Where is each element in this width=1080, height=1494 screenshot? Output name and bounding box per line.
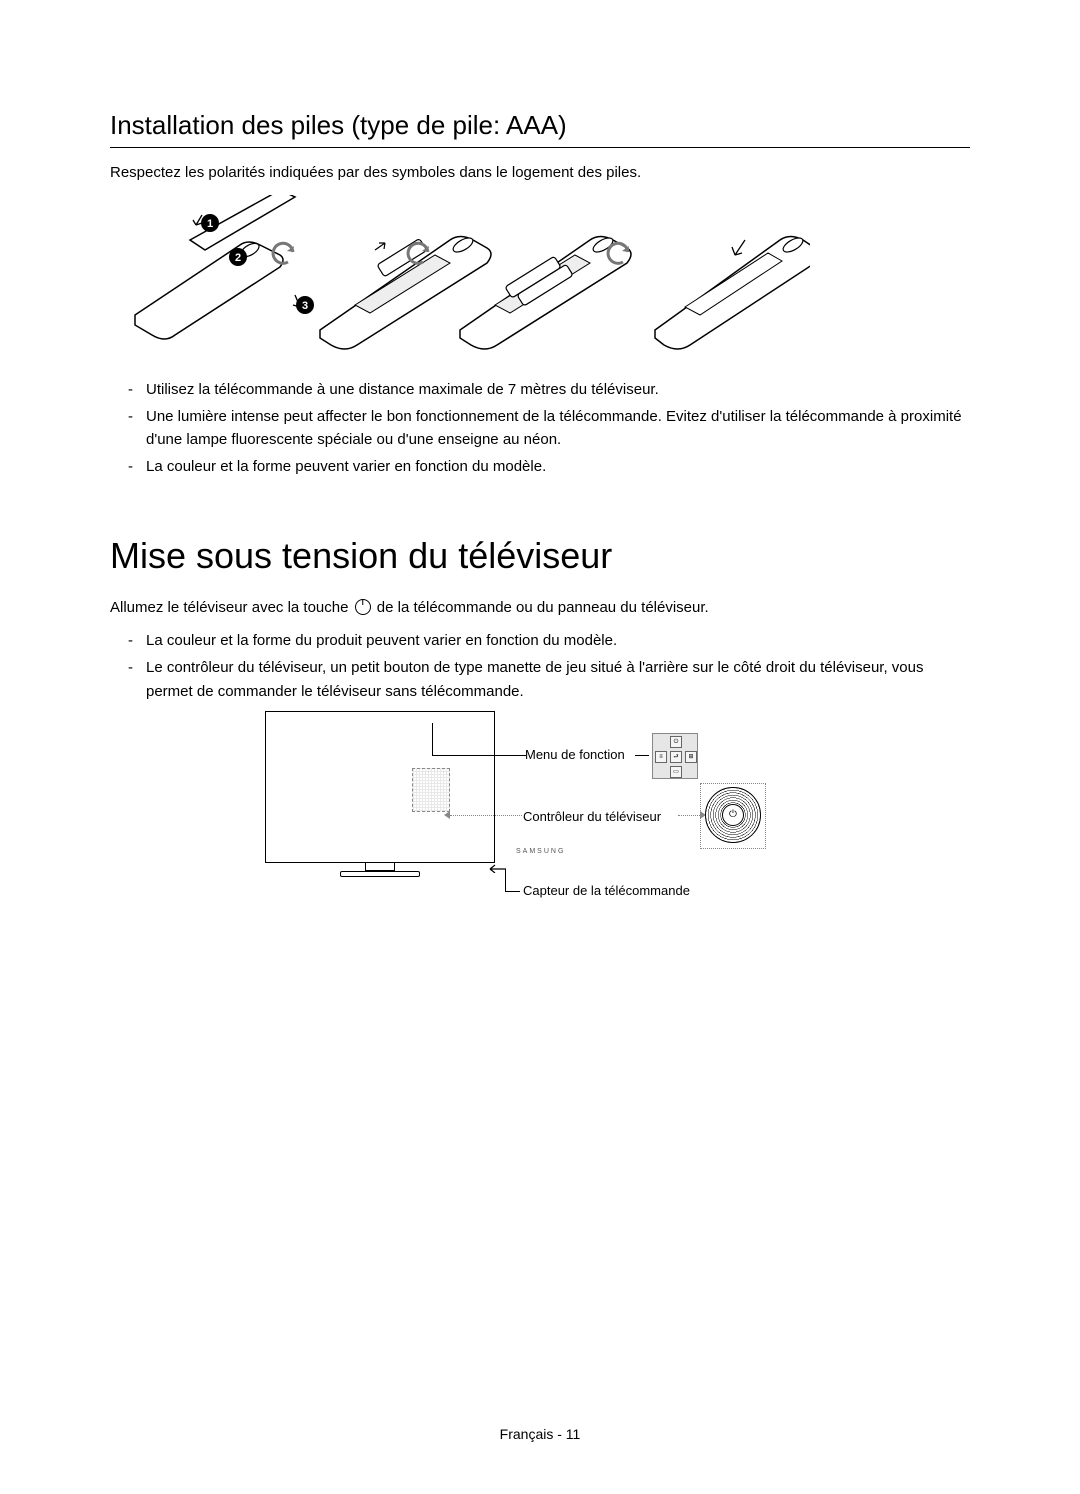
power-icon: ⏻ <box>722 804 744 826</box>
dotted-leader <box>450 815 522 816</box>
section1-intro: Respectez les polarités indiquées par de… <box>110 162 970 185</box>
page-footer: Français - 11 <box>0 1426 1080 1442</box>
battery-install-diagram: 1 2 3 <box>120 195 970 360</box>
arrow-icon <box>444 811 450 819</box>
list-item: La couleur et la forme du produit peuven… <box>128 629 970 652</box>
menu-cell-up: ⏻ <box>670 736 682 748</box>
section2-bullets: La couleur et la forme du produit peuven… <box>110 629 970 703</box>
intro-after: de la télécommande ou du panneau du télé… <box>373 599 709 616</box>
section1-bullets: Utilisez la télécommande à une distance … <box>110 378 970 479</box>
label-sensor: Capteur de la télécommande <box>523 883 690 898</box>
svg-text:3: 3 <box>302 300 308 312</box>
section2-title: Mise sous tension du téléviseur <box>110 535 970 577</box>
menu-panel: ⏻ ≡ ⮐ ⊞ ▭ <box>652 733 698 779</box>
power-icon <box>355 599 371 615</box>
leader-line <box>432 723 433 756</box>
leader-line <box>635 755 649 756</box>
leader-line <box>505 891 520 892</box>
label-menu: Menu de fonction <box>525 747 625 762</box>
list-item: Une lumière intense peut affecter le bon… <box>128 405 970 452</box>
intro-before: Allumez le téléviseur avec la touche <box>110 599 353 616</box>
tv-base <box>340 871 420 877</box>
menu-cell-right: ⊞ <box>685 751 697 763</box>
menu-cell-down: ▭ <box>670 766 682 778</box>
tv-stand <box>365 863 395 871</box>
menu-cell-left: ≡ <box>655 751 667 763</box>
section1-title: Installation des piles (type de pile: AA… <box>110 110 970 148</box>
list-item: Le contrôleur du téléviseur, un petit bo… <box>128 656 970 703</box>
list-item: Utilisez la télécommande à une distance … <box>128 378 970 401</box>
svg-text:2: 2 <box>235 252 241 264</box>
arrow-icon <box>488 861 508 873</box>
svg-text:1: 1 <box>207 218 213 230</box>
tv-sensor-area <box>412 768 450 812</box>
section2-intro: Allumez le téléviseur avec la touche de … <box>110 597 970 620</box>
label-controller: Contrôleur du téléviseur <box>523 809 661 824</box>
dotted-leader <box>678 815 702 816</box>
list-item: La couleur et la forme peuvent varier en… <box>128 455 970 478</box>
tv-diagram: SAMSUNG Menu de fonction ⏻ ≡ ⮐ ⊞ ▭ Contr… <box>110 711 970 941</box>
tv-frame: SAMSUNG <box>265 711 495 863</box>
brand-text: SAMSUNG <box>516 848 565 855</box>
leader-line <box>432 755 526 756</box>
menu-cell-center: ⮐ <box>670 751 682 763</box>
